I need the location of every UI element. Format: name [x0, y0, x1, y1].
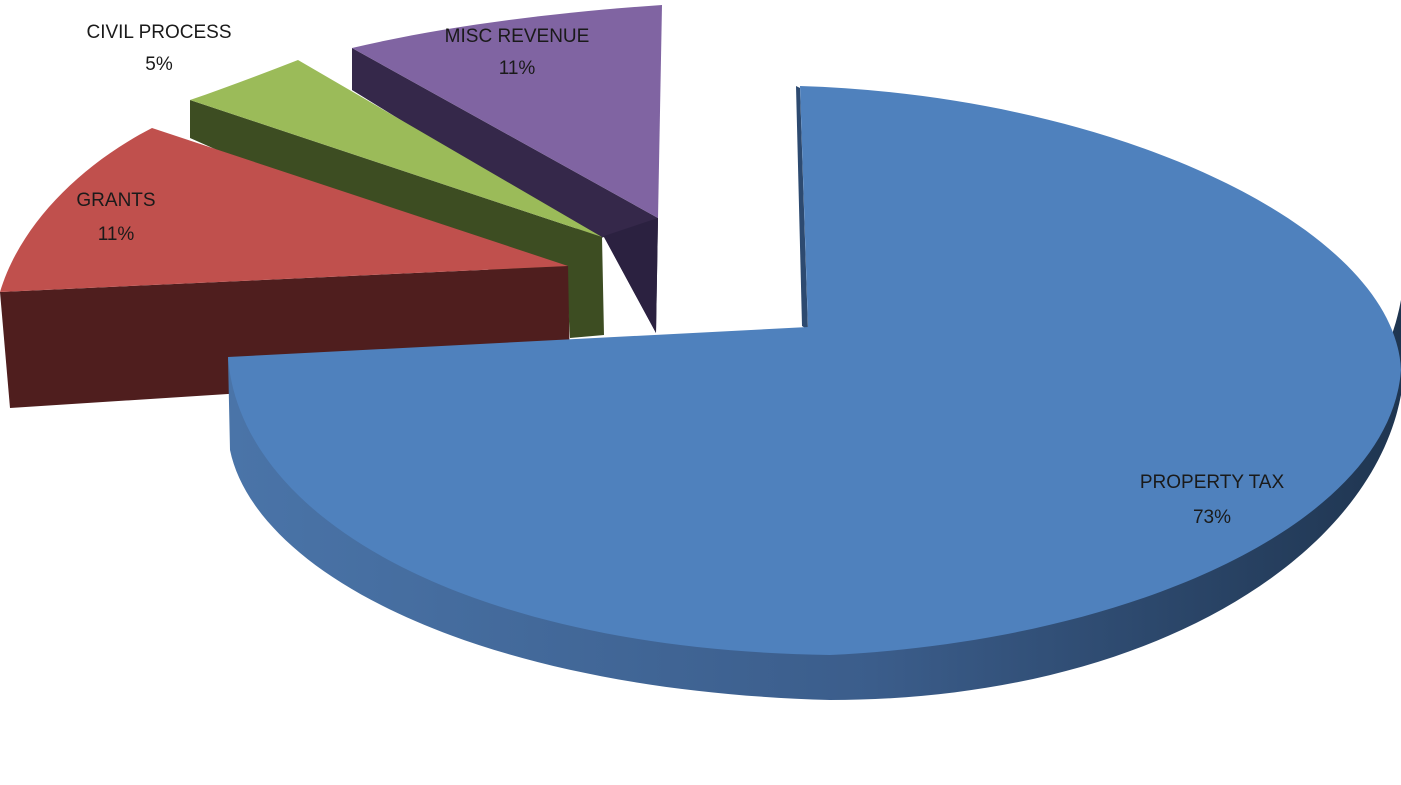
slice-misc-revenue	[352, 5, 662, 333]
label-misc-revenue-name: MISC REVENUE	[445, 26, 590, 47]
slice-property-tax-inner-edge	[796, 86, 808, 330]
slice-misc-revenue-side	[352, 48, 658, 333]
label-property-tax-pct: 73%	[1193, 507, 1231, 528]
slice-civil-process-top	[190, 60, 602, 237]
slice-property-tax-top	[228, 86, 1401, 655]
slice-property-tax	[228, 86, 1401, 700]
slice-misc-revenue-side-b	[604, 218, 658, 333]
label-property-tax-name: PROPERTY TAX	[1140, 472, 1285, 493]
label-civil-process-pct: 5%	[145, 54, 173, 75]
slice-grants-top	[0, 128, 568, 292]
slice-misc-revenue-top	[352, 5, 662, 218]
slice-labels: CIVIL PROCESS 5% MISC REVENUE 11% GRANTS…	[76, 22, 1284, 528]
label-grants-pct: 11%	[98, 224, 135, 245]
label-misc-revenue-pct: 11%	[499, 58, 536, 79]
label-civil-process-name: CIVIL PROCESS	[86, 22, 231, 43]
label-grants-name: GRANTS	[76, 190, 155, 211]
